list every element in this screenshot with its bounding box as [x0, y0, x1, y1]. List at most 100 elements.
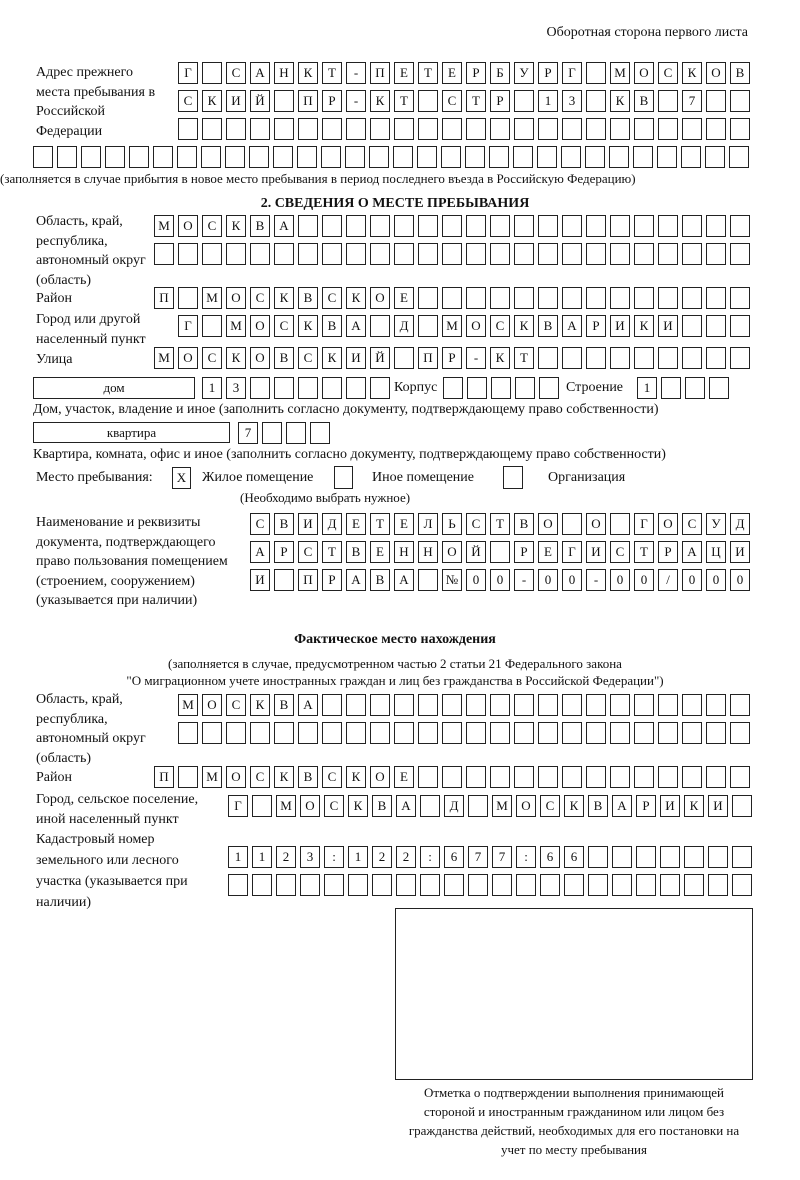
char-cell[interactable]: В	[298, 766, 318, 788]
char-cell[interactable]: К	[322, 347, 342, 369]
char-cell[interactable]	[516, 874, 536, 896]
char-cell[interactable]	[370, 315, 390, 337]
char-cell[interactable]	[538, 347, 558, 369]
char-cell[interactable]: 1	[228, 846, 248, 868]
char-cell[interactable]	[538, 243, 558, 265]
char-cell[interactable]: М	[154, 215, 174, 237]
char-cell[interactable]	[634, 694, 654, 716]
char-cell[interactable]: В	[634, 90, 654, 112]
char-cell[interactable]	[708, 874, 728, 896]
char-cell[interactable]: А	[682, 541, 702, 563]
char-cell[interactable]: Б	[490, 62, 510, 84]
char-cell[interactable]: Г	[634, 513, 654, 535]
char-cell[interactable]	[418, 569, 438, 591]
char-cell[interactable]: В	[322, 315, 342, 337]
char-cell[interactable]	[586, 90, 606, 112]
char-cell[interactable]	[348, 874, 368, 896]
char-cell[interactable]	[515, 377, 535, 399]
char-cell[interactable]	[514, 243, 534, 265]
char-cell[interactable]	[586, 215, 606, 237]
char-cell[interactable]: 6	[540, 846, 560, 868]
char-cell[interactable]	[661, 377, 681, 399]
char-cell[interactable]: О	[250, 347, 270, 369]
char-cell[interactable]: В	[538, 315, 558, 337]
char-cell[interactable]: Н	[274, 62, 294, 84]
char-cell[interactable]: А	[394, 569, 414, 591]
char-cell[interactable]	[372, 874, 392, 896]
char-cell[interactable]: А	[612, 795, 632, 817]
char-cell[interactable]	[586, 766, 606, 788]
char-cell[interactable]: К	[514, 315, 534, 337]
char-cell[interactable]	[418, 315, 438, 337]
char-cell[interactable]: К	[274, 766, 294, 788]
char-cell[interactable]: 1	[538, 90, 558, 112]
char-cell[interactable]	[706, 347, 726, 369]
char-cell[interactable]: Р	[636, 795, 656, 817]
char-cell[interactable]: М	[178, 694, 198, 716]
char-cell[interactable]: А	[562, 315, 582, 337]
char-cell[interactable]: 6	[444, 846, 464, 868]
char-cell[interactable]	[324, 874, 344, 896]
char-cell[interactable]	[538, 287, 558, 309]
char-cell[interactable]	[467, 377, 487, 399]
char-cell[interactable]	[273, 146, 293, 168]
char-cell[interactable]	[514, 766, 534, 788]
char-cell[interactable]: К	[346, 766, 366, 788]
char-cell[interactable]	[612, 846, 632, 868]
char-cell[interactable]: П	[418, 347, 438, 369]
char-cell[interactable]	[202, 722, 222, 744]
char-cell[interactable]: 2	[396, 846, 416, 868]
char-cell[interactable]	[585, 146, 605, 168]
char-cell[interactable]: С	[442, 90, 462, 112]
char-cell[interactable]	[202, 118, 222, 140]
char-cell[interactable]	[634, 215, 654, 237]
char-cell[interactable]	[706, 243, 726, 265]
char-cell[interactable]	[226, 118, 246, 140]
char-cell[interactable]	[658, 766, 678, 788]
char-cell[interactable]: С	[658, 62, 678, 84]
char-cell[interactable]: К	[226, 347, 246, 369]
char-cell[interactable]	[634, 118, 654, 140]
char-cell[interactable]: О	[706, 62, 726, 84]
char-cell[interactable]	[705, 146, 725, 168]
char-cell[interactable]: А	[298, 694, 318, 716]
char-cell[interactable]: Е	[538, 541, 558, 563]
char-cell[interactable]: Т	[370, 513, 390, 535]
char-cell[interactable]: Й	[250, 90, 270, 112]
char-cell[interactable]	[491, 377, 511, 399]
char-cell[interactable]	[682, 315, 702, 337]
char-cell[interactable]	[466, 215, 486, 237]
char-cell[interactable]: О	[538, 513, 558, 535]
char-cell[interactable]	[730, 694, 750, 716]
char-cell[interactable]	[658, 118, 678, 140]
char-cell[interactable]	[346, 694, 366, 716]
char-cell[interactable]: С	[610, 541, 630, 563]
char-cell[interactable]	[539, 377, 559, 399]
char-cell[interactable]	[418, 287, 438, 309]
char-cell[interactable]: Д	[444, 795, 464, 817]
char-cell[interactable]	[250, 722, 270, 744]
char-cell[interactable]	[514, 118, 534, 140]
char-cell[interactable]	[226, 722, 246, 744]
char-cell[interactable]	[274, 243, 294, 265]
char-cell[interactable]	[322, 377, 342, 399]
char-cell[interactable]	[681, 146, 701, 168]
char-cell[interactable]	[658, 90, 678, 112]
char-cell[interactable]: О	[634, 62, 654, 84]
char-cell[interactable]	[490, 766, 510, 788]
char-cell[interactable]: И	[660, 795, 680, 817]
char-cell[interactable]	[490, 722, 510, 744]
char-cell[interactable]	[322, 722, 342, 744]
char-cell[interactable]: И	[346, 347, 366, 369]
char-cell[interactable]	[730, 315, 750, 337]
char-cell[interactable]: №	[442, 569, 462, 591]
char-cell[interactable]: С	[202, 347, 222, 369]
char-cell[interactable]	[369, 146, 389, 168]
char-cell[interactable]: М	[154, 347, 174, 369]
char-cell[interactable]: С	[250, 287, 270, 309]
char-cell[interactable]	[612, 874, 632, 896]
char-cell[interactable]	[514, 722, 534, 744]
char-cell[interactable]	[417, 146, 437, 168]
char-cell[interactable]: К	[682, 62, 702, 84]
char-cell[interactable]	[586, 118, 606, 140]
